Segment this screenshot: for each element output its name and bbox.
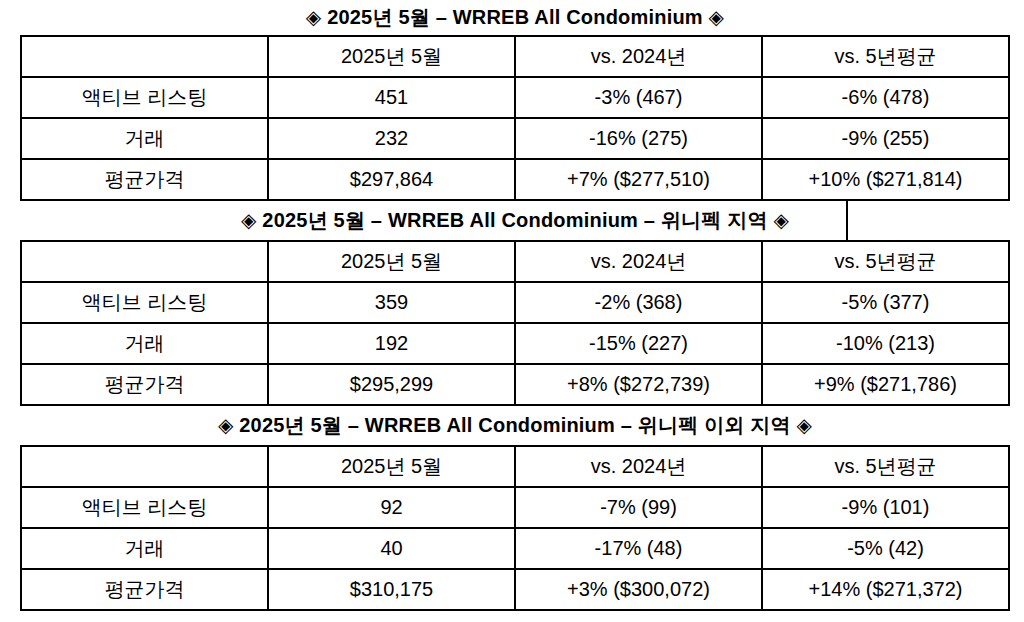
header-cell-vs-2024: vs. 2024년 <box>515 446 762 487</box>
table-row-active-listings: 액티브 리스팅 92 -7% (99) -9% (101) <box>21 487 1009 528</box>
header-row: 2025년 5월 vs. 2024년 vs. 5년평균 <box>21 36 1009 77</box>
row-label: 거래 <box>21 528 268 569</box>
cell-value: 192 <box>268 323 515 364</box>
cell-value: -7% (99) <box>515 487 762 528</box>
row-label: 평균가격 <box>21 364 268 405</box>
cell-value: $295,299 <box>268 364 515 405</box>
cell-value: -9% (255) <box>762 118 1009 159</box>
cell-value: -9% (101) <box>762 487 1009 528</box>
row-label: 액티브 리스팅 <box>21 487 268 528</box>
table-row-average-price: 평균가격 $295,299 +8% ($272,739) +9% ($271,7… <box>21 364 1009 405</box>
table-title-winnipeg: ◈ 2025년 5월 – WRREB All Condominium – 위니펙… <box>20 201 1010 240</box>
cell-value: +3% ($300,072) <box>515 569 762 610</box>
header-cell-vs-5yr-avg: vs. 5년평균 <box>762 446 1009 487</box>
table-row-active-listings: 액티브 리스팅 451 -3% (467) -6% (478) <box>21 77 1009 118</box>
table-title-outside-winnipeg: ◈ 2025년 5월 – WRREB All Condominium – 위니펙… <box>20 406 1010 445</box>
stats-table-winnipeg: 2025년 5월 vs. 2024년 vs. 5년평균 액티브 리스팅 359 … <box>20 240 1010 406</box>
cell-value: 40 <box>268 528 515 569</box>
cell-value: +14% ($271,372) <box>762 569 1009 610</box>
header-cell-vs-5yr-avg: vs. 5년평균 <box>762 36 1009 77</box>
row-label: 평균가격 <box>21 159 268 200</box>
stats-table-outside-winnipeg: 2025년 5월 vs. 2024년 vs. 5년평균 액티브 리스팅 92 -… <box>20 445 1010 611</box>
header-cell-current-month: 2025년 5월 <box>268 446 515 487</box>
cell-value: $310,175 <box>268 569 515 610</box>
stats-table-overall: 2025년 5월 vs. 2024년 vs. 5년평균 액티브 리스팅 451 … <box>20 35 1010 201</box>
table-row-sales: 거래 232 -16% (275) -9% (255) <box>21 118 1009 159</box>
cell-value: -5% (377) <box>762 282 1009 323</box>
cell-value: +10% ($271,814) <box>762 159 1009 200</box>
cell-value: -3% (467) <box>515 77 762 118</box>
cell-value: 92 <box>268 487 515 528</box>
row-label: 거래 <box>21 323 268 364</box>
stray-border-line <box>846 201 848 240</box>
header-row: 2025년 5월 vs. 2024년 vs. 5년평균 <box>21 241 1009 282</box>
header-cell-vs-2024: vs. 2024년 <box>515 241 762 282</box>
cell-value: +9% ($271,786) <box>762 364 1009 405</box>
header-cell-blank <box>21 446 268 487</box>
cell-value: +8% ($272,739) <box>515 364 762 405</box>
header-cell-vs-5yr-avg: vs. 5년평균 <box>762 241 1009 282</box>
table-section-winnipeg: ◈ 2025년 5월 – WRREB All Condominium – 위니펙… <box>0 201 1024 406</box>
row-label: 액티브 리스팅 <box>21 282 268 323</box>
table-section-outside-winnipeg: ◈ 2025년 5월 – WRREB All Condominium – 위니펙… <box>0 406 1024 611</box>
header-cell-current-month: 2025년 5월 <box>268 241 515 282</box>
table-row-average-price: 평균가격 $310,175 +3% ($300,072) +14% ($271,… <box>21 569 1009 610</box>
cell-value: $297,864 <box>268 159 515 200</box>
header-cell-blank <box>21 241 268 282</box>
cell-value: 359 <box>268 282 515 323</box>
cell-value: +7% ($277,510) <box>515 159 762 200</box>
cell-value: -16% (275) <box>515 118 762 159</box>
row-label: 평균가격 <box>21 569 268 610</box>
cell-value: -17% (48) <box>515 528 762 569</box>
cell-value: -10% (213) <box>762 323 1009 364</box>
header-cell-current-month: 2025년 5월 <box>268 36 515 77</box>
header-cell-blank <box>21 36 268 77</box>
header-cell-vs-2024: vs. 2024년 <box>515 36 762 77</box>
cell-value: -6% (478) <box>762 77 1009 118</box>
table-row-average-price: 평균가격 $297,864 +7% ($277,510) +10% ($271,… <box>21 159 1009 200</box>
cell-value: -2% (368) <box>515 282 762 323</box>
document-page: ◈ 2025년 5월 – WRREB All Condominium ◈ 202… <box>0 0 1024 622</box>
table-section-overall: ◈ 2025년 5월 – WRREB All Condominium ◈ 202… <box>0 0 1024 201</box>
table-row-sales: 거래 40 -17% (48) -5% (42) <box>21 528 1009 569</box>
cell-value: 451 <box>268 77 515 118</box>
table-title-overall: ◈ 2025년 5월 – WRREB All Condominium ◈ <box>20 0 1010 35</box>
header-row: 2025년 5월 vs. 2024년 vs. 5년평균 <box>21 446 1009 487</box>
table-row-active-listings: 액티브 리스팅 359 -2% (368) -5% (377) <box>21 282 1009 323</box>
row-label: 액티브 리스팅 <box>21 77 268 118</box>
table-row-sales: 거래 192 -15% (227) -10% (213) <box>21 323 1009 364</box>
row-label: 거래 <box>21 118 268 159</box>
cell-value: 232 <box>268 118 515 159</box>
cell-value: -15% (227) <box>515 323 762 364</box>
cell-value: -5% (42) <box>762 528 1009 569</box>
